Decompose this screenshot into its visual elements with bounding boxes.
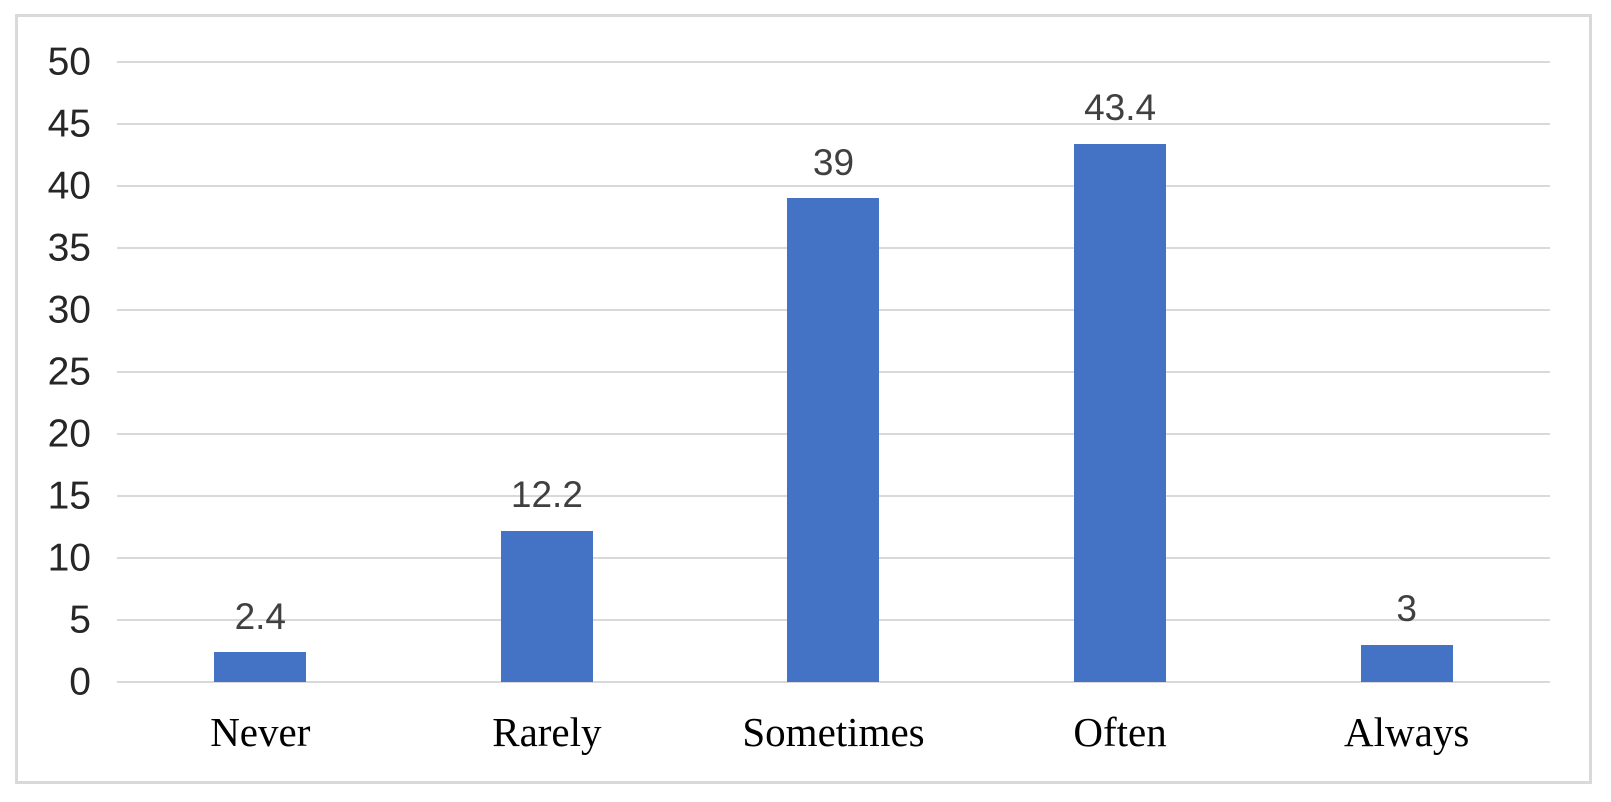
bar [214, 652, 307, 682]
bar-value-label: 39 [812, 141, 855, 183]
y-axis-tick-label: 35 [47, 226, 91, 270]
bar-slot: 12.2 Rarely [404, 62, 691, 755]
y-axis-tick-label: 0 [69, 660, 91, 704]
y-axis-tick-label: 45 [47, 102, 91, 146]
x-axis-category-label: Sometimes [742, 709, 925, 755]
y-axis-tick-label: 40 [47, 164, 91, 208]
x-axis-category-label: Always [1344, 709, 1470, 755]
bar-value-label: 2.4 [234, 595, 287, 637]
y-axis-tick-label: 50 [47, 40, 91, 84]
bar-value-label: 3 [1396, 588, 1417, 630]
bar [787, 198, 880, 682]
y-axis-tick-label: 30 [47, 288, 91, 332]
y-axis-tick-label: 5 [69, 598, 91, 642]
y-axis-tick-label: 10 [47, 536, 91, 580]
gridline [117, 61, 1550, 63]
x-axis-category-label: Often [1073, 709, 1167, 755]
plot-area: 0 5 10 15 20 25 30 35 40 45 50 2.4 Never 12.2 Rarely 39… [48, 43, 1550, 755]
bar [1360, 644, 1453, 682]
y-axis-tick-label: 15 [47, 474, 91, 518]
gridline [117, 681, 1550, 683]
bar-value-label: 43.4 [1084, 87, 1157, 129]
y-axis-tick-label: 25 [47, 350, 91, 394]
bar-slot: 2.4 Never [117, 62, 404, 755]
gridline [117, 123, 1550, 125]
gridline [117, 185, 1550, 187]
x-axis-category-label: Never [210, 709, 311, 755]
bar-value-label: 12.2 [510, 474, 583, 516]
x-axis-category-label: Rarely [492, 709, 602, 755]
bar [1074, 143, 1167, 682]
y-axis-tick-label: 20 [47, 412, 91, 456]
bar-slot: 39 Sometimes [690, 62, 977, 755]
chart-frame: 0 5 10 15 20 25 30 35 40 45 50 2.4 Never 12.2 Rarely 39… [15, 14, 1592, 784]
bar-slot: 43.4 Often [977, 62, 1264, 755]
bar [500, 530, 593, 682]
bar-slot: 3 Always [1263, 62, 1550, 755]
